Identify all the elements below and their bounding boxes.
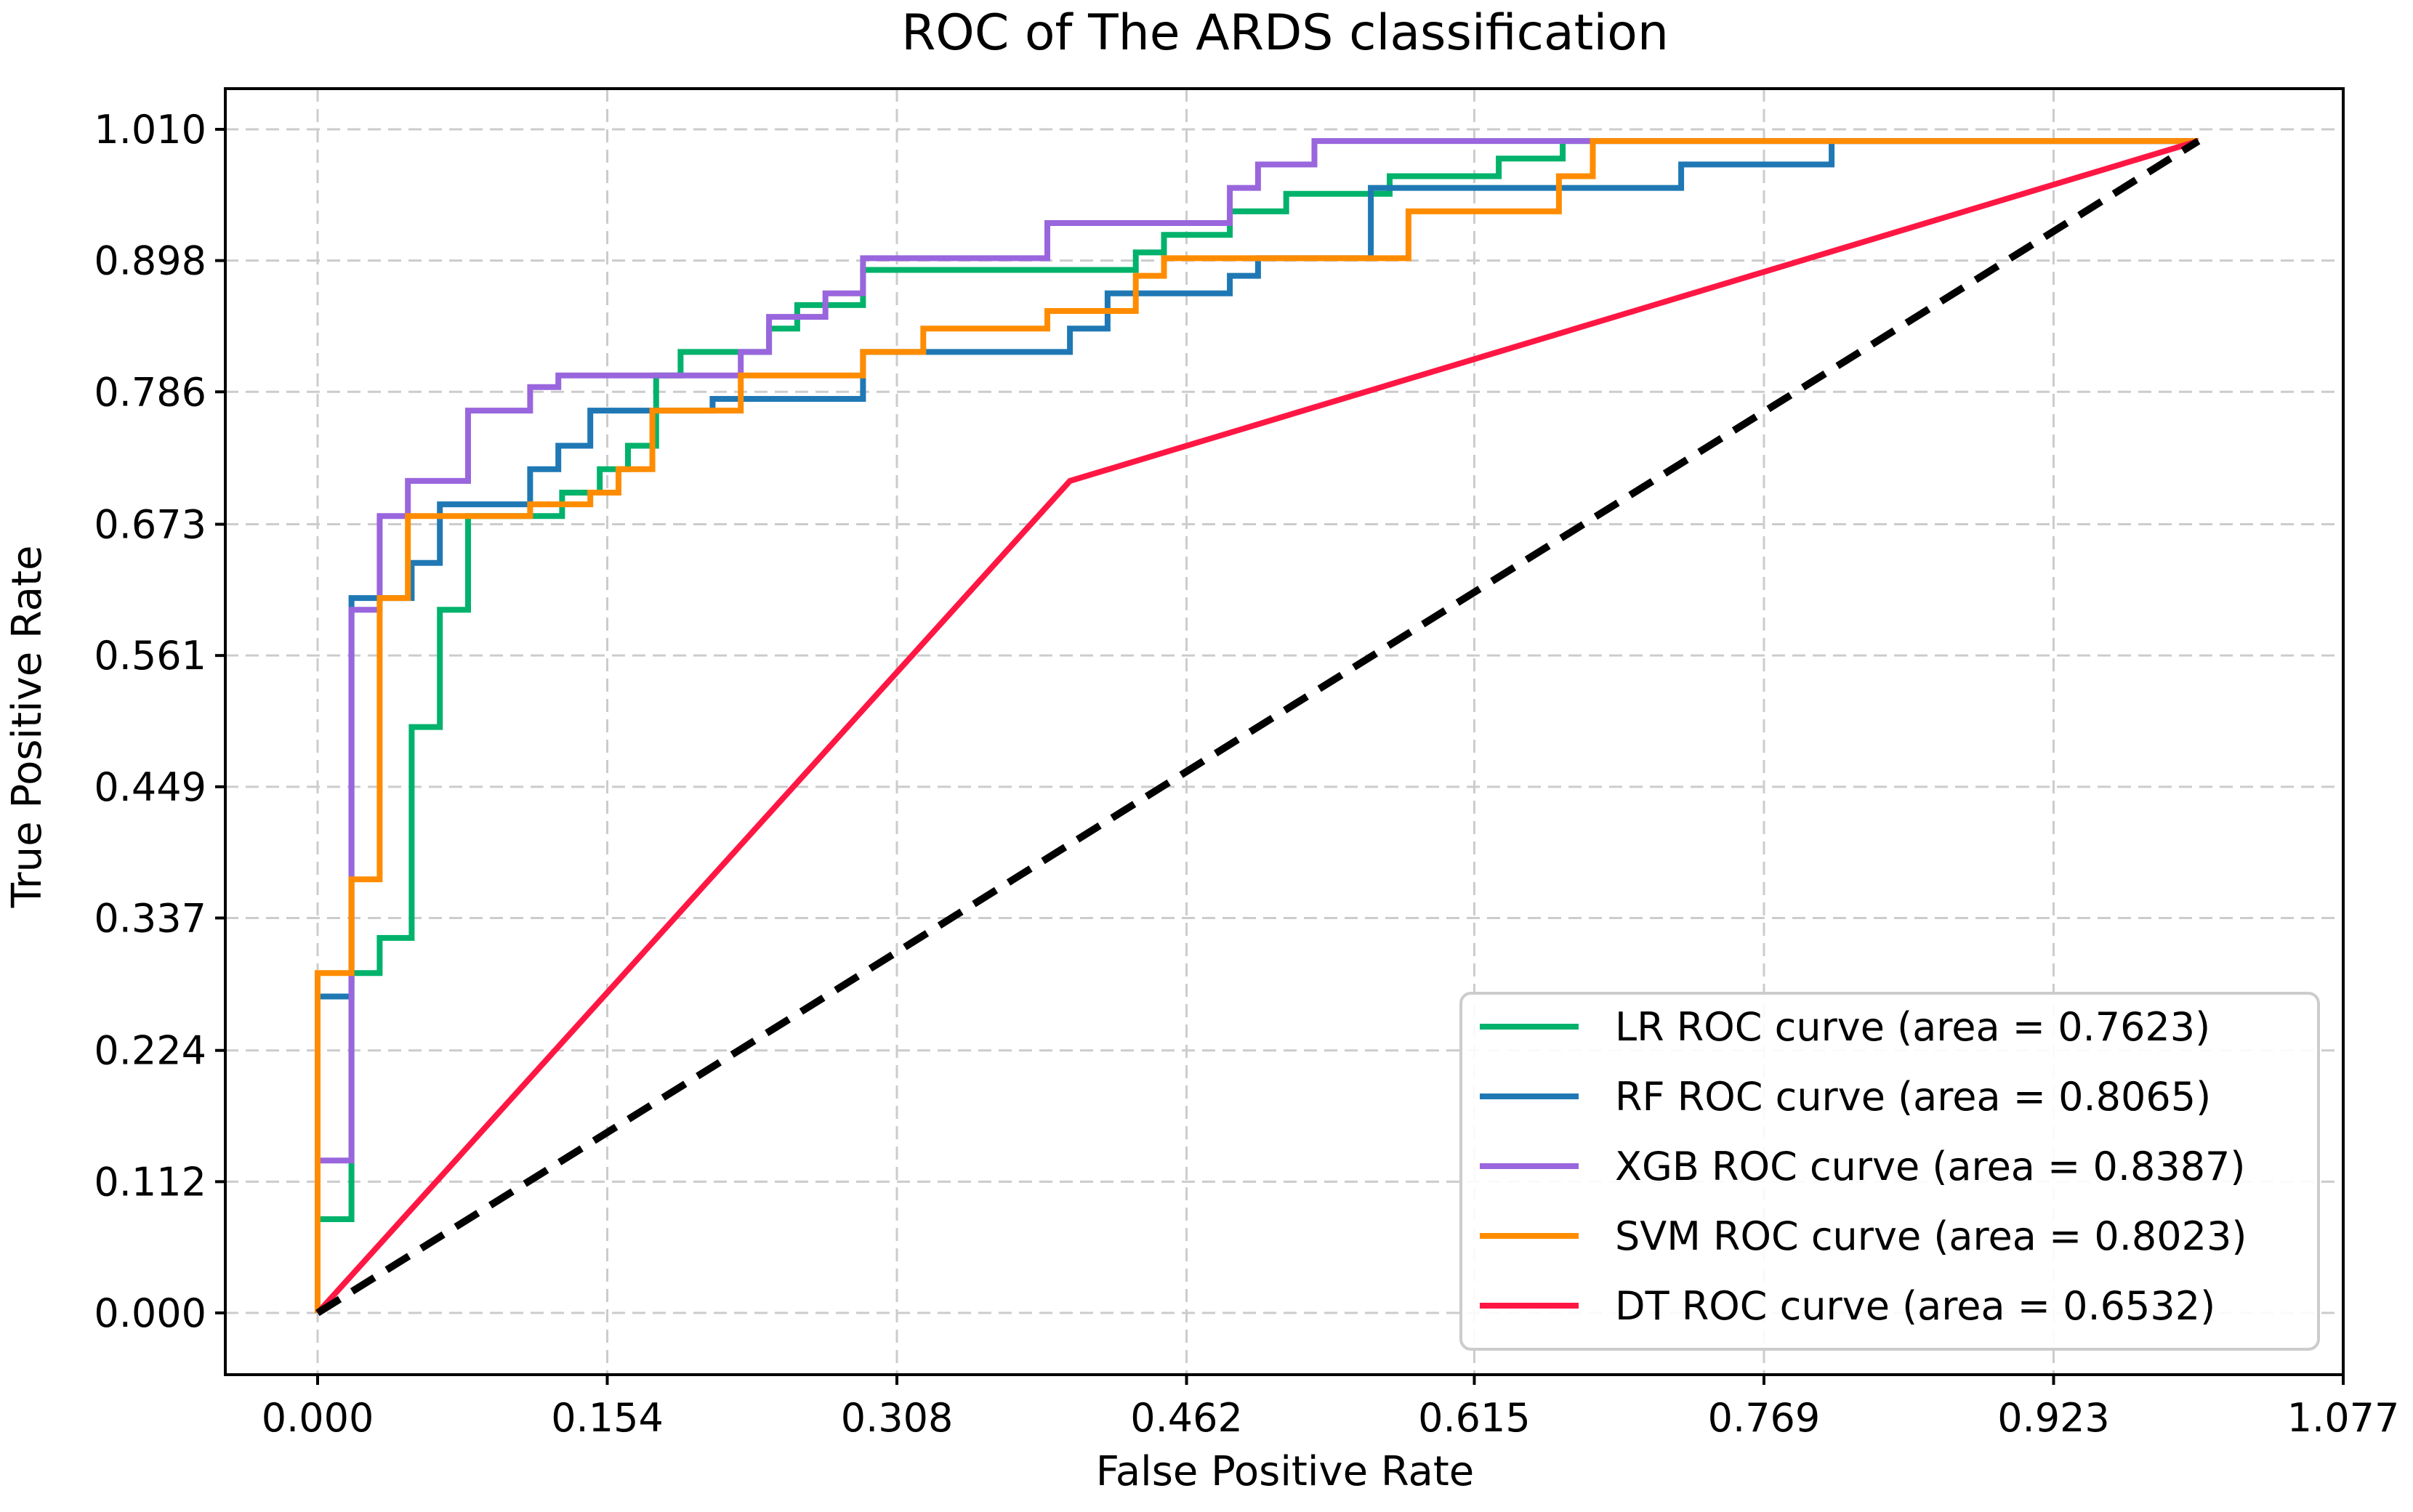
legend-label: XGB ROC curve (area = 0.8387) — [1615, 1144, 2245, 1189]
y-tick-label: 1.010 — [94, 107, 206, 153]
y-tick-label: 0.898 — [94, 238, 206, 284]
legend-items: LR ROC curve (area = 0.7623) RF ROC curve… — [1480, 1004, 2247, 1329]
y-tick-label: 0.449 — [94, 764, 206, 810]
roc-curve-dt — [315, 138, 2199, 1315]
curve-layer — [315, 137, 2201, 1317]
y-tick-label: 0.337 — [94, 895, 206, 941]
legend-label: SVM ROC curve (area = 0.8023) — [1615, 1213, 2247, 1259]
legend: LR ROC curve (area = 0.7623) RF ROC curve… — [1459, 992, 2320, 1351]
y-tick-label: 0.561 — [94, 633, 206, 679]
legend-box — [1459, 992, 2320, 1351]
legend-label: RF ROC curve (area = 0.8065) — [1615, 1074, 2211, 1120]
x-tick-label: 0.000 — [262, 1395, 374, 1441]
roc-curve-svm — [315, 138, 2199, 1313]
x-tick-label: 0.615 — [1418, 1395, 1531, 1441]
plot-frame — [224, 87, 2345, 1376]
chance-diagonal-line — [315, 137, 2201, 1317]
roc-curve-rf — [315, 138, 2199, 1313]
legend-label: LR ROC curve (area = 0.7623) — [1615, 1004, 2210, 1050]
x-tick-label: 0.308 — [841, 1395, 954, 1441]
tick-layer: 0.000 0.154 0.308 0.462 0.615 0.769 0.923 1.077… — [94, 107, 2399, 1441]
y-tick-label: 0.224 — [94, 1028, 206, 1074]
chart-title: ROC of The ARDS classification — [901, 4, 1669, 62]
x-tick-label: 0.769 — [1708, 1395, 1821, 1441]
y-tick-label: 0.673 — [94, 502, 206, 548]
y-tick-label: 0.112 — [94, 1159, 206, 1205]
y-tick-label: 0.000 — [94, 1290, 206, 1336]
x-tick-label: 0.154 — [551, 1395, 664, 1441]
legend-label: DT ROC curve (area = 0.6532) — [1615, 1283, 2215, 1329]
y-axis-label: True Positive Rate — [4, 546, 51, 909]
x-tick-label: 0.462 — [1130, 1395, 1243, 1441]
y-tick-label: 0.786 — [94, 369, 206, 415]
roc-curve-xgb — [315, 138, 2199, 1313]
roc-curve-lr — [315, 138, 2199, 1313]
x-tick-label: 1.077 — [2287, 1395, 2400, 1441]
x-tick-label: 0.923 — [1997, 1395, 2110, 1441]
x-axis-label: False Positive Rate — [1096, 1448, 1474, 1495]
